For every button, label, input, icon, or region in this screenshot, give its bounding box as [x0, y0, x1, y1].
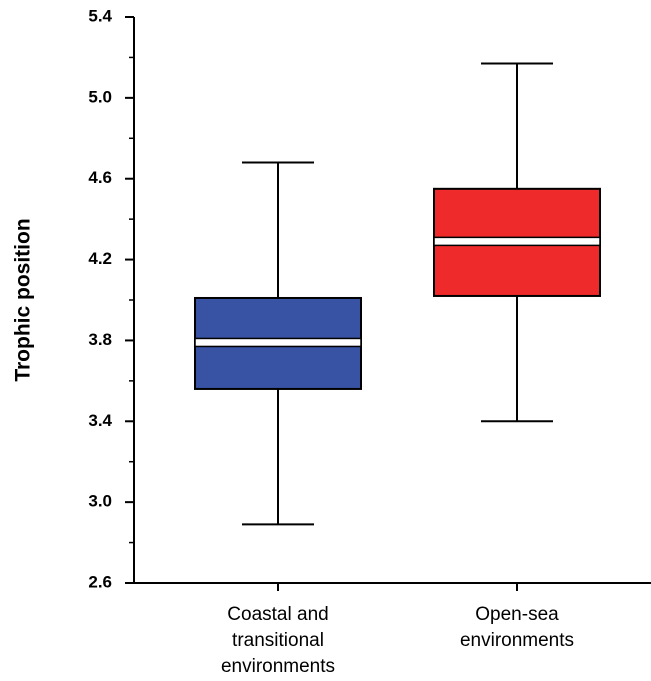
- x-tick-label: Open-sea environments: [460, 604, 574, 651]
- x-tick-label: Coastal and transitional environments: [221, 604, 335, 677]
- y-tick-label: 3.8: [88, 330, 112, 349]
- y-tick-label: 3.0: [88, 492, 112, 511]
- y-tick-label: 5.4: [88, 6, 112, 25]
- y-tick-label: 4.2: [88, 249, 112, 268]
- median: [433, 236, 601, 247]
- median: [194, 337, 362, 348]
- y-tick-label: 2.6: [88, 572, 112, 591]
- y-tick-label: 3.4: [88, 411, 112, 430]
- y-tick-label: 4.6: [88, 168, 112, 187]
- y-axis-label: Trophic position: [12, 218, 35, 381]
- y-tick-label: 5.0: [88, 87, 112, 106]
